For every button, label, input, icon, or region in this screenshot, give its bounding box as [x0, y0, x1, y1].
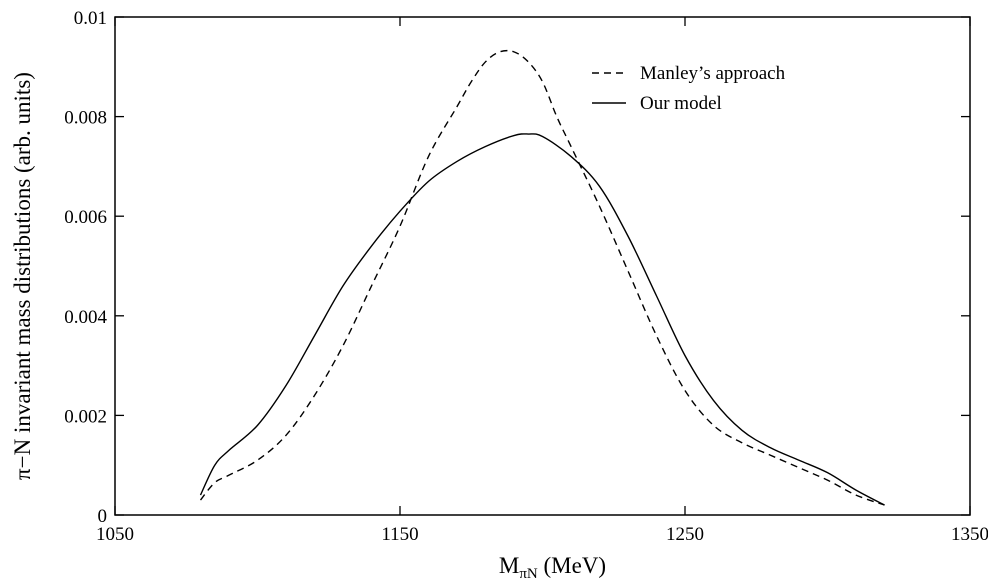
y-tick-label: 0.008 — [64, 108, 107, 129]
x-axis-label: MπN (MeV) — [499, 553, 606, 580]
axis-ticks: 1050 1150 1250 1350 0 0.002 0.004 0.006 0.008 0.0… — [64, 8, 988, 545]
x-axis-label-main: M — [499, 553, 519, 578]
series-layer — [199, 49, 885, 506]
y-tick-label: 0.004 — [64, 307, 107, 328]
x-tick-label: 1350 — [951, 524, 988, 545]
x-axis-label-unit: (MeV) — [538, 553, 606, 578]
y-tick-label: 0.01 — [74, 8, 107, 29]
x-axis-label-sub: πN — [519, 566, 538, 580]
y-tick-label: 0.002 — [64, 406, 107, 427]
axis-labels: MπN (MeV) π−N invariant mass distributio… — [10, 72, 606, 580]
legend-entry: Manley’s approach — [640, 63, 786, 84]
legend-entry: Our model — [640, 93, 722, 114]
x-tick-label: 1250 — [666, 524, 704, 545]
series-line-our-model — [199, 133, 885, 506]
plot-area — [114, 16, 971, 516]
y-axis-label: π−N invariant mass distributions (arb. u… — [10, 72, 35, 480]
legend: Manley’s approach Our model — [592, 63, 786, 114]
series-line-manley — [199, 49, 885, 506]
plot-frame — [114, 16, 971, 516]
x-tick-label: 1150 — [381, 524, 418, 545]
x-tick-label: 1050 — [96, 524, 134, 545]
y-tick-label: 0 — [98, 506, 108, 527]
y-tick-label: 0.006 — [64, 207, 107, 228]
